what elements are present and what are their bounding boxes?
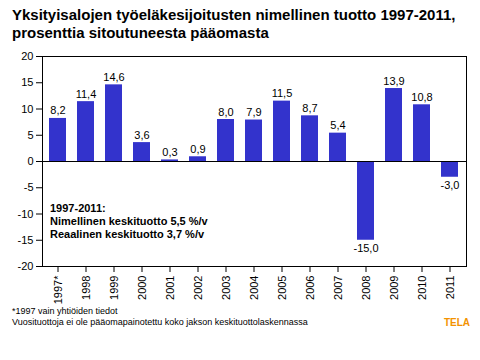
html-text:Reaalinen keskituotto 3,7 %/v: Reaalinen keskituotto 3,7 %/v xyxy=(50,228,205,240)
svg-text:14,6: 14,6 xyxy=(103,71,124,83)
svg-text:8,0: 8,0 xyxy=(218,106,233,118)
svg-text:0,9: 0,9 xyxy=(190,143,205,155)
html-text:Vuosituottoja ei ole pääomapai: Vuosituottoja ei ole pääomapainotettu ko… xyxy=(12,317,308,327)
svg-text:2011: 2011 xyxy=(444,276,456,300)
svg-text:2008: 2008 xyxy=(360,276,372,300)
svg-text:11,5: 11,5 xyxy=(272,87,293,99)
svg-text:-5: -5 xyxy=(24,181,34,193)
html-text:1997-2011:: 1997-2011: xyxy=(50,202,106,214)
svg-text:-20: -20 xyxy=(18,260,34,272)
svg-text:-3,0: -3,0 xyxy=(441,179,460,191)
svg-text:1999: 1999 xyxy=(108,276,120,300)
svg-text:2004: 2004 xyxy=(248,276,260,300)
html-text:Yksityisalojen työeläkesijoitu: Yksityisalojen työeläkesijoitusten nimel… xyxy=(12,6,456,41)
svg-text:10: 10 xyxy=(21,103,33,115)
svg-text:-10: -10 xyxy=(18,208,34,220)
svg-text:2005: 2005 xyxy=(276,276,288,300)
html-text:TELA: TELA xyxy=(443,317,470,328)
svg-text:8,7: 8,7 xyxy=(302,102,317,114)
svg-text:-15: -15 xyxy=(18,234,34,246)
svg-text:2006: 2006 xyxy=(304,276,316,300)
svg-text:20: 20 xyxy=(21,50,33,62)
svg-text:1998: 1998 xyxy=(80,276,92,300)
svg-text:-15,0: -15,0 xyxy=(353,242,378,254)
svg-text:5: 5 xyxy=(27,129,33,141)
svg-text:3,6: 3,6 xyxy=(134,129,149,141)
svg-text:11,4: 11,4 xyxy=(76,88,97,100)
svg-text:2007: 2007 xyxy=(332,276,344,300)
svg-text:2002: 2002 xyxy=(192,276,204,300)
svg-text:13,9: 13,9 xyxy=(383,75,404,87)
svg-text:15: 15 xyxy=(21,76,33,88)
svg-text:2003: 2003 xyxy=(220,276,232,300)
svg-text:2001: 2001 xyxy=(164,276,176,300)
svg-text:5,4: 5,4 xyxy=(330,119,345,131)
html-text:*1997 vain yhtiöiden tiedot: *1997 vain yhtiöiden tiedot xyxy=(12,306,118,316)
svg-text:0,3: 0,3 xyxy=(162,146,177,158)
html-text:Nimellinen keskituotto 5,5 %/v: Nimellinen keskituotto 5,5 %/v xyxy=(50,215,208,227)
svg-text:2009: 2009 xyxy=(388,276,400,300)
svg-text:2000: 2000 xyxy=(136,276,148,300)
svg-text:2010: 2010 xyxy=(416,276,428,300)
svg-text:10,8: 10,8 xyxy=(411,91,432,103)
svg-text:8,2: 8,2 xyxy=(50,104,65,116)
svg-text:1997*: 1997* xyxy=(52,275,64,304)
svg-text:7,9: 7,9 xyxy=(246,106,261,118)
svg-text:0: 0 xyxy=(27,155,33,167)
